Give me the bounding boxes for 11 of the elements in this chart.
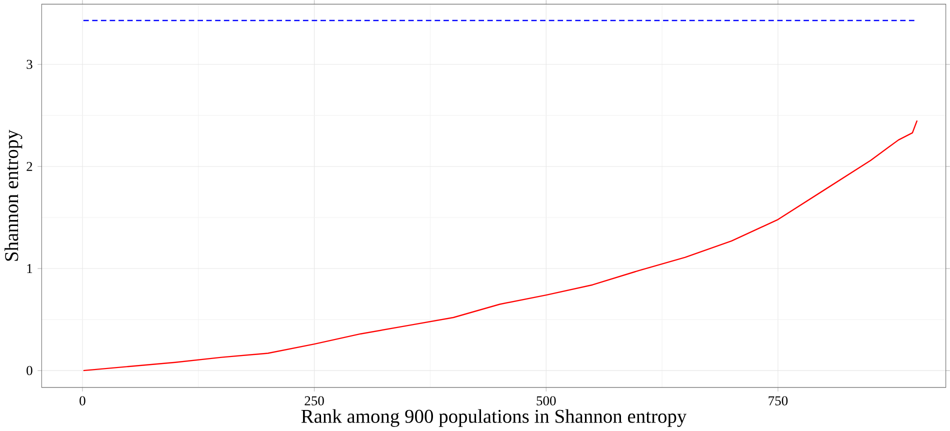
y-axis-title: Shannon entropy [4, 129, 22, 260]
x-tick-label: 0 [80, 396, 86, 406]
x-tick-label: 500 [536, 396, 556, 406]
y-tick-label: 1 [27, 264, 32, 273]
x-tick-label: 250 [304, 396, 324, 406]
x-tick-label: 750 [768, 396, 788, 406]
y-tick-label: 2 [26, 162, 32, 171]
x-axis-title: Rank among 900 populations in Shannon entropy [301, 409, 687, 427]
y-tick-label: 3 [26, 60, 32, 69]
y-tick-label: 0 [26, 366, 32, 375]
line-series [82, 120, 918, 371]
